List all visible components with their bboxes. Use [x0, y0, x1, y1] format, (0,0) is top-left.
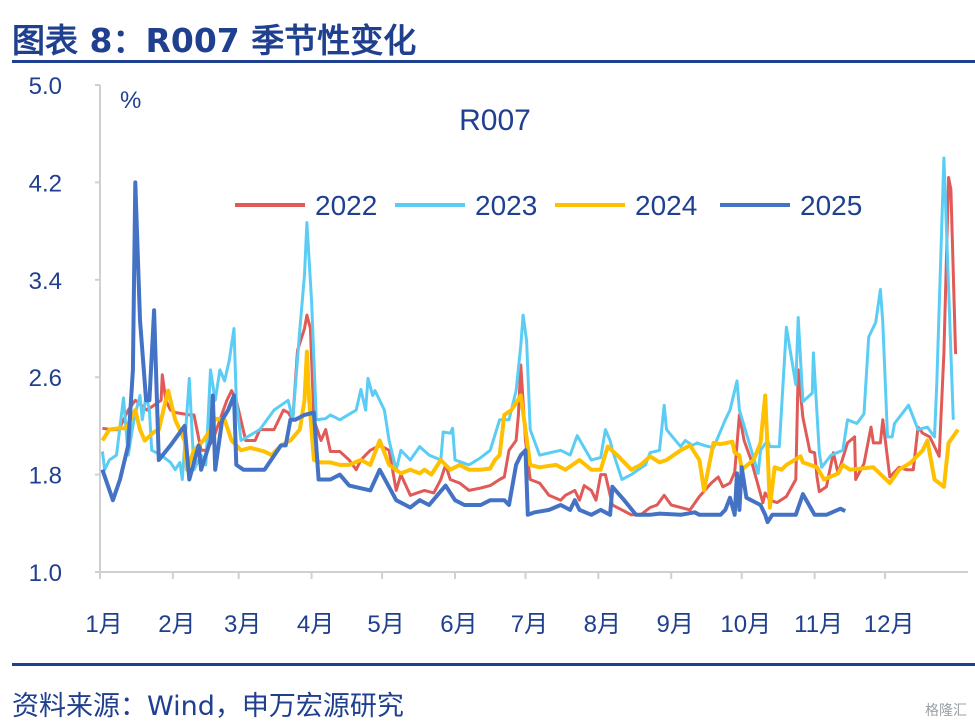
x-tick-label: 8月 [584, 611, 621, 638]
x-tick-label: 6月 [440, 611, 477, 638]
x-tick-label: 2月 [158, 611, 195, 638]
chart-title: R007 [459, 104, 531, 137]
watermark-logo: 格隆汇 [925, 703, 967, 719]
y-axis-unit: % [120, 87, 141, 114]
y-tick-label: 4.2 [29, 170, 62, 197]
legend-label-2024: 2024 [635, 190, 697, 221]
legend-label-2023: 2023 [475, 190, 537, 221]
source-divider [12, 663, 975, 666]
x-tick-label: 10月 [720, 611, 771, 638]
legend: 2022 2023 2024 2025 [235, 190, 862, 221]
x-tick-label: 3月 [224, 611, 261, 638]
x-tick-label: 4月 [297, 611, 334, 638]
legend-label-2022: 2022 [315, 190, 377, 221]
y-tick-label: 1.0 [29, 560, 62, 587]
legend-label-2025: 2025 [800, 190, 862, 221]
title-divider [12, 60, 975, 63]
x-tick-label: 1月 [85, 611, 122, 638]
x-tick-label: 9月 [657, 611, 694, 638]
x-tick-label: 7月 [511, 611, 548, 638]
y-tick-label: 2.6 [29, 365, 62, 392]
series-line-2025 [100, 180, 847, 525]
x-tick-label: 5月 [367, 611, 404, 638]
series-line-2022 [102, 176, 958, 517]
figure-title: 图表 8：R007 季节性变化 [12, 21, 417, 60]
y-tick-label: 5.0 [29, 73, 62, 100]
y-tick-label: 3.4 [29, 268, 62, 295]
y-tick-label: 1.8 [29, 463, 62, 490]
source-note: 资料来源：Wind，申万宏源研究 [12, 691, 404, 722]
x-tick-label: 11月 [794, 611, 843, 638]
axes: 1.0 1.8 2.6 3.4 4.2 5.0 1月 2月 3月 4月 5月 6月 7月 8月 9月 10月 1… [29, 73, 968, 638]
x-tick-label: 12月 [864, 611, 915, 638]
series-lines [100, 156, 960, 525]
